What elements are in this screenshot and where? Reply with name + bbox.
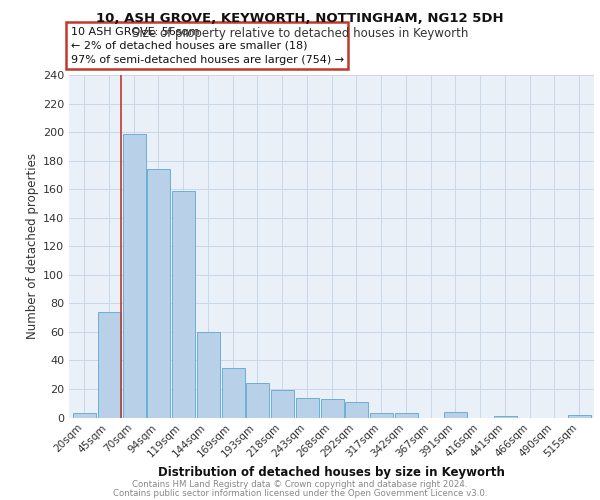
Bar [271,390,293,417]
Bar [370,413,392,418]
Bar [122,134,146,418]
Text: 10 ASH GROVE: 56sqm
← 2% of detached houses are smaller (18)
97% of semi-detache: 10 ASH GROVE: 56sqm ← 2% of detached hou… [71,26,344,64]
Bar [320,399,343,417]
Bar [172,190,194,418]
Bar [97,312,121,418]
Text: Contains public sector information licensed under the Open Government Licence v3: Contains public sector information licen… [113,489,487,498]
Bar [395,413,418,418]
Bar [296,398,319,417]
Text: Size of property relative to detached houses in Keyworth: Size of property relative to detached ho… [132,28,468,40]
Bar [493,416,517,418]
Bar [146,169,170,418]
X-axis label: Distribution of detached houses by size in Keyworth: Distribution of detached houses by size … [158,466,505,479]
Y-axis label: Number of detached properties: Number of detached properties [26,153,39,339]
Bar [344,402,367,417]
Bar [221,368,245,418]
Bar [568,414,590,418]
Bar [73,413,95,418]
Bar [197,332,220,418]
Bar [443,412,467,418]
Text: Contains HM Land Registry data © Crown copyright and database right 2024.: Contains HM Land Registry data © Crown c… [132,480,468,489]
Text: 10, ASH GROVE, KEYWORTH, NOTTINGHAM, NG12 5DH: 10, ASH GROVE, KEYWORTH, NOTTINGHAM, NG1… [96,12,504,26]
Bar [245,383,269,418]
